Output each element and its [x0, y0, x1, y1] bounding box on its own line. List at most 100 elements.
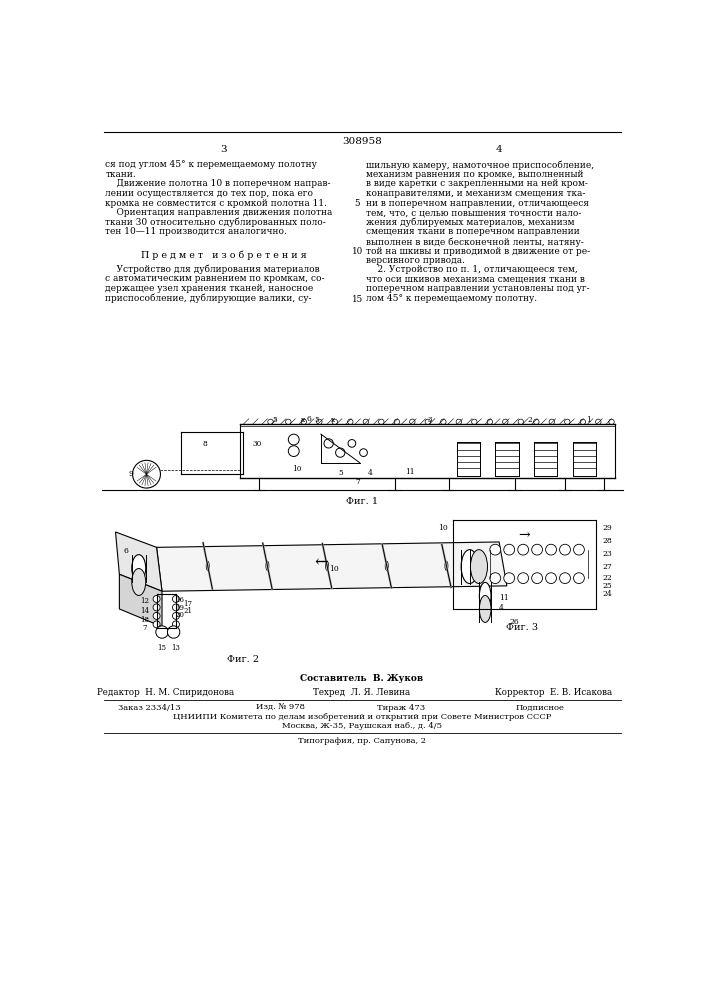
Circle shape [173, 621, 180, 628]
Text: 29: 29 [603, 524, 612, 532]
Text: 18: 18 [140, 616, 148, 624]
Circle shape [549, 419, 554, 425]
Circle shape [409, 419, 415, 425]
Text: 15: 15 [158, 644, 167, 652]
Circle shape [518, 419, 524, 425]
Text: Ориентация направления движения полотна: Ориентация направления движения полотна [105, 208, 333, 217]
Circle shape [132, 460, 160, 488]
Circle shape [559, 573, 571, 584]
Circle shape [472, 419, 477, 425]
Text: тем, что, с целью повышения точности нало-: тем, что, с целью повышения точности нал… [366, 208, 581, 217]
Text: в виде каретки с закрепленными на ней кром-: в виде каретки с закрепленными на ней кр… [366, 179, 588, 188]
Ellipse shape [206, 561, 209, 570]
Ellipse shape [385, 561, 388, 570]
Circle shape [573, 544, 585, 555]
Text: 10: 10 [329, 565, 339, 573]
Circle shape [534, 419, 539, 425]
Ellipse shape [325, 561, 329, 570]
Text: ткани 30 относительно сдублированных поло-: ткани 30 относительно сдублированных пол… [105, 218, 326, 227]
Text: ткани.: ткани. [105, 170, 136, 179]
Text: →: → [518, 527, 530, 541]
Text: той на шкивы и приводимой в движение от ре-: той на шкивы и приводимой в движение от … [366, 247, 590, 256]
Text: 4: 4 [368, 469, 372, 477]
Text: 30: 30 [252, 440, 262, 448]
Text: что оси шкивов механизма смещения ткани в: что оси шкивов механизма смещения ткани … [366, 274, 585, 283]
Circle shape [348, 419, 353, 425]
Text: 5: 5 [338, 469, 343, 477]
Text: кромка не совместится с кромкой полотна 11.: кромка не совместится с кромкой полотна … [105, 199, 327, 208]
Circle shape [288, 434, 299, 445]
Text: Устройство для дублирования материалов: Устройство для дублирования материалов [105, 265, 320, 274]
Circle shape [153, 612, 160, 619]
Circle shape [490, 573, 501, 584]
Circle shape [546, 573, 556, 584]
Circle shape [156, 626, 168, 638]
Text: Корректор  Е. В. Исакова: Корректор Е. В. Исакова [495, 688, 612, 697]
Text: поперечном направлении установлены под уг-: поперечном направлении установлены под у… [366, 284, 590, 293]
Circle shape [288, 446, 299, 456]
Text: 19: 19 [175, 604, 185, 612]
Circle shape [559, 544, 571, 555]
Text: 7: 7 [142, 624, 146, 632]
Text: 10: 10 [292, 465, 302, 473]
Circle shape [518, 544, 529, 555]
Text: 7: 7 [356, 478, 361, 486]
Circle shape [348, 440, 356, 447]
Circle shape [360, 449, 368, 456]
Circle shape [595, 419, 601, 425]
Text: 23: 23 [602, 550, 612, 558]
Circle shape [532, 573, 542, 584]
Text: Редактор  Н. М. Спиридонова: Редактор Н. М. Спиридонова [98, 688, 235, 697]
Ellipse shape [479, 595, 491, 622]
Text: 11: 11 [405, 468, 415, 476]
Text: 2. Устройство по п. 1, отличающееся тем,: 2. Устройство по п. 1, отличающееся тем, [366, 265, 578, 274]
Circle shape [565, 419, 570, 425]
Text: жения дублируемых материалов, механизм: жения дублируемых материалов, механизм [366, 218, 574, 227]
Text: 27: 27 [603, 563, 612, 571]
Text: конаправителями, и механизм смещения тка-: конаправителями, и механизм смещения тка… [366, 189, 585, 198]
Circle shape [503, 419, 508, 425]
Text: 4: 4 [496, 145, 503, 154]
Circle shape [518, 573, 529, 584]
Text: Движение полотна 10 в поперечном направ-: Движение полотна 10 в поперечном направ- [105, 179, 331, 188]
Text: x: x [330, 416, 334, 424]
Circle shape [573, 573, 585, 584]
Circle shape [394, 419, 399, 425]
Text: 5: 5 [315, 416, 320, 424]
Text: Составитель  В. Жуков: Составитель В. Жуков [300, 674, 423, 683]
Text: 11: 11 [499, 594, 509, 602]
Circle shape [532, 544, 542, 555]
Circle shape [153, 595, 160, 602]
Circle shape [173, 595, 180, 602]
Text: 25: 25 [603, 582, 612, 590]
Circle shape [336, 448, 345, 457]
Text: лении осуществляется до тех пор, пока его: лении осуществляется до тех пор, пока ег… [105, 189, 313, 198]
Ellipse shape [132, 569, 146, 595]
Ellipse shape [470, 550, 488, 584]
Circle shape [546, 544, 556, 555]
Polygon shape [115, 532, 162, 591]
Circle shape [363, 419, 368, 425]
Circle shape [487, 419, 493, 425]
Circle shape [268, 419, 273, 425]
Text: механизм равнения по кромке, выполненный: механизм равнения по кромке, выполненный [366, 170, 583, 179]
Text: 14: 14 [140, 607, 148, 615]
Text: шильную камеру, намоточное приспособление,: шильную камеру, намоточное приспособлени… [366, 160, 594, 170]
Ellipse shape [445, 561, 448, 570]
Circle shape [379, 419, 384, 425]
Text: Москва, Ж-35, Раушская наб., д. 4/5: Москва, Ж-35, Раушская наб., д. 4/5 [282, 722, 442, 730]
Text: 5: 5 [272, 416, 276, 424]
Circle shape [317, 419, 322, 425]
Polygon shape [119, 574, 162, 627]
Text: 5: 5 [354, 199, 360, 208]
Text: Техред  Л. Я. Левина: Техред Л. Я. Левина [313, 688, 411, 697]
Text: 24: 24 [603, 590, 612, 598]
Circle shape [153, 604, 160, 611]
Text: 20: 20 [175, 611, 185, 619]
Circle shape [580, 419, 585, 425]
Circle shape [332, 419, 337, 425]
Text: 3: 3 [427, 416, 432, 424]
Text: 17: 17 [183, 600, 192, 608]
Circle shape [168, 626, 180, 638]
Text: Фиг. 3: Фиг. 3 [506, 623, 539, 632]
